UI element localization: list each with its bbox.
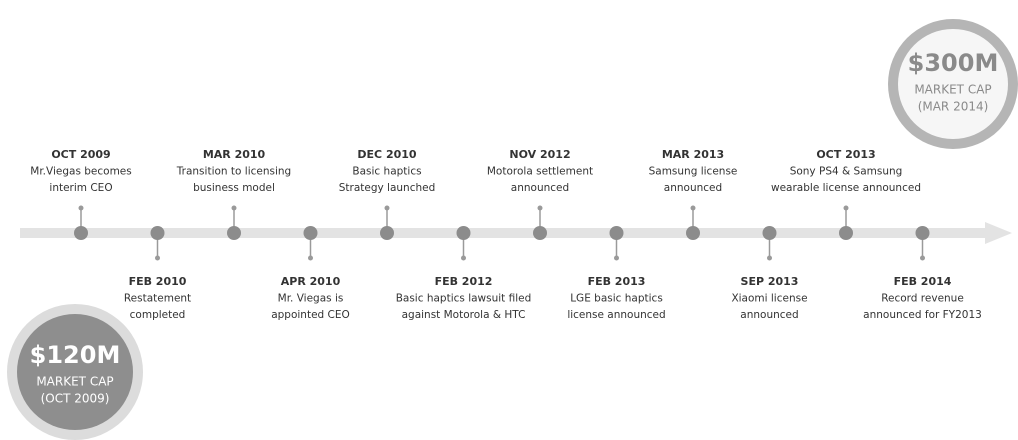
event-date: SEP 2013: [741, 275, 799, 288]
event-date: NOV 2012: [509, 148, 570, 161]
event-dot: [456, 226, 471, 240]
event-date: DEC 2010: [357, 148, 417, 161]
badge-circle: [17, 314, 133, 430]
event-dot: [150, 226, 165, 240]
event-dot: [762, 226, 777, 240]
event-dot: [380, 226, 394, 240]
stem-dot: [920, 255, 925, 261]
event-text: Motorola settlement: [487, 166, 593, 178]
event-date: MAR 2013: [662, 148, 724, 161]
badge-end: $300M MARKET CAP (MAR 2014): [888, 19, 1018, 149]
event-text: Transition to licensing: [176, 166, 291, 178]
event-text: Sony PS4 & Samsung: [790, 166, 903, 178]
event-dot: [74, 226, 88, 240]
event-dot: [686, 226, 700, 240]
badge-label: MARKET CAP: [914, 83, 991, 97]
event-text: wearable license announced: [771, 182, 921, 194]
stem-dot: [384, 205, 390, 211]
stem-dot: [308, 255, 313, 261]
event-date: APR 2010: [281, 275, 341, 288]
event-text: against Motorola & HTC: [402, 309, 526, 321]
event-text: Mr.Viegas becomes: [30, 166, 131, 178]
stem-dot: [537, 205, 543, 211]
badge-date: (OCT 2009): [41, 392, 110, 406]
event-text: Mr. Viegas is: [278, 293, 344, 305]
event-text: interim CEO: [49, 182, 112, 194]
stem-dot: [231, 205, 237, 211]
event-text: Samsung license: [649, 166, 738, 178]
event-text: business model: [193, 182, 275, 194]
event-date: MAR 2010: [203, 148, 266, 161]
stem-dot: [843, 205, 849, 211]
event-dot: [609, 226, 624, 240]
badge-circle: [898, 29, 1008, 139]
event-date: FEB 2013: [588, 275, 646, 288]
stem-dot: [767, 255, 772, 261]
event-date: FEB 2010: [129, 275, 187, 288]
event-date: OCT 2013: [816, 148, 875, 161]
badge-value: $300M: [908, 49, 999, 77]
event-dot: [915, 226, 930, 240]
event-text: Record revenue: [881, 293, 964, 305]
event-text: announced: [740, 309, 798, 321]
event-date: OCT 2009: [51, 148, 110, 161]
event-text: LGE basic haptics: [570, 293, 663, 305]
event-text: Basic haptics lawsuit filed: [396, 293, 532, 305]
event-text: Xiaomi license: [731, 293, 807, 305]
stem-dot: [78, 205, 84, 211]
event-date: FEB 2014: [894, 275, 952, 288]
stem-dot: [614, 255, 619, 261]
stem-dot: [155, 255, 160, 261]
event-dot: [303, 226, 318, 240]
badge-date: (MAR 2014): [918, 100, 989, 114]
badge-label: MARKET CAP: [36, 375, 113, 389]
event-text: completed: [130, 309, 186, 321]
event-text: Restatement: [124, 293, 191, 305]
timeline-arrow: [20, 222, 1012, 244]
event-text: appointed CEO: [271, 309, 350, 321]
badge-value: $120M: [30, 341, 121, 369]
event-text: announced for FY2013: [863, 309, 982, 321]
event-dot: [839, 226, 853, 240]
event-date: FEB 2012: [435, 275, 493, 288]
event-text: license announced: [567, 309, 665, 321]
stem-dot: [461, 255, 466, 261]
event-text: Basic haptics: [352, 166, 421, 178]
stem-dot: [690, 205, 696, 211]
event-dot: [533, 226, 547, 240]
event-dot: [227, 226, 241, 240]
badge-start: $120M MARKET CAP (OCT 2009): [7, 304, 143, 440]
event-text: Strategy launched: [339, 182, 436, 194]
event-text: announced: [511, 182, 569, 194]
event-text: announced: [664, 182, 722, 194]
